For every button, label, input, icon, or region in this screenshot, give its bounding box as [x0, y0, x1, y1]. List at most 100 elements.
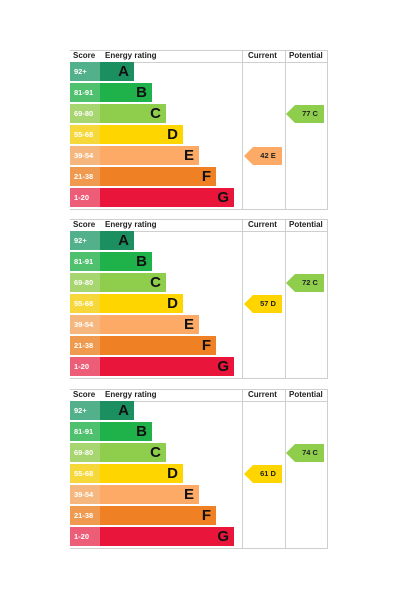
current-arrow-fill [244, 147, 282, 165]
epc-chart: Score Energy rating Current Potential 92+ A 81… [70, 389, 328, 549]
right-border [327, 389, 328, 549]
score-range: 21-38 [70, 167, 100, 186]
current-rating-arrow: 42 E [244, 147, 282, 165]
score-range: 69-80 [70, 443, 100, 462]
band-letter: D [167, 126, 178, 143]
band-letter: G [217, 358, 229, 375]
score-range: 69-80 [70, 104, 100, 123]
score-range: 69-80 [70, 273, 100, 292]
rating-bar-g: G [100, 527, 234, 546]
current-arrow-shape [244, 147, 282, 165]
score-range: 55-68 [70, 464, 100, 483]
right-border [327, 50, 328, 210]
score-range: 81-91 [70, 252, 100, 271]
current-column-divider [242, 50, 243, 210]
score-range: 92+ [70, 62, 100, 81]
bottom-border [70, 209, 328, 210]
potential-rating-arrow: 72 C [286, 274, 324, 292]
rating-bar-b: B [100, 422, 152, 441]
current-rating-label: 42 E [260, 151, 276, 160]
potential-arrow-fill [286, 444, 324, 462]
current-header: Current [248, 220, 277, 229]
potential-column-divider [285, 219, 286, 379]
potential-column-divider [285, 50, 286, 210]
potential-rating-arrow: 77 C [286, 105, 324, 123]
rating-bar-d: D [100, 125, 183, 144]
rating-bar-a: A [100, 62, 134, 81]
band-letter: D [167, 295, 178, 312]
rating-header: Energy rating [105, 51, 157, 60]
band-letter: G [217, 528, 229, 545]
rating-bar-g: G [100, 188, 234, 207]
band-letter: E [183, 486, 194, 503]
rating-bar-d: D [100, 294, 183, 313]
rating-bar-e: E [100, 315, 199, 334]
current-arrow-shape [244, 465, 282, 483]
rating-bar-a: A [100, 401, 134, 420]
band-letter: B [136, 253, 147, 270]
epc-chart: Score Energy rating Current Potential 92+ A 81… [70, 219, 328, 379]
potential-arrow-fill [286, 274, 324, 292]
rating-bar-e: E [100, 146, 199, 165]
potential-header: Potential [289, 390, 323, 399]
band-letter: F [201, 507, 211, 524]
rating-bar-b: B [100, 83, 152, 102]
rating-bar-a: A [100, 231, 134, 250]
rating-header: Energy rating [105, 220, 157, 229]
potential-header: Potential [289, 220, 323, 229]
current-header: Current [248, 390, 277, 399]
top-border [70, 50, 328, 51]
potential-header: Potential [289, 51, 323, 60]
band-letter: F [201, 168, 211, 185]
score-range: 81-91 [70, 422, 100, 441]
band-letter: C [150, 105, 161, 122]
rating-bar-f: F [100, 506, 216, 525]
band-letter: F [201, 337, 211, 354]
rating-bar-c: C [100, 273, 166, 292]
header-divider [70, 62, 328, 63]
band-letter: E [183, 147, 194, 164]
potential-arrow-shape [286, 105, 324, 123]
potential-rating-label: 74 C [302, 448, 318, 457]
band-letter: B [136, 84, 147, 101]
score-range: 55-68 [70, 294, 100, 313]
bottom-border [70, 378, 328, 379]
score-range: 81-91 [70, 83, 100, 102]
score-range: 1-20 [70, 527, 100, 546]
rating-bar-e: E [100, 485, 199, 504]
band-letter: C [150, 444, 161, 461]
score-header: Score [73, 390, 96, 399]
band-letter: A [118, 402, 129, 419]
score-range: 92+ [70, 231, 100, 250]
potential-rating-label: 72 C [302, 278, 318, 287]
potential-rating-arrow: 74 C [286, 444, 324, 462]
band-letter: A [118, 232, 129, 249]
potential-column-divider [285, 389, 286, 549]
current-arrow-fill [244, 295, 282, 313]
score-range: 55-68 [70, 125, 100, 144]
score-range: 92+ [70, 401, 100, 420]
current-rating-label: 61 D [260, 469, 276, 478]
current-arrow-shape [244, 295, 282, 313]
score-range: 39-54 [70, 485, 100, 504]
band-letter: A [118, 63, 129, 80]
score-range: 39-54 [70, 146, 100, 165]
top-border [70, 389, 328, 390]
band-letter: B [136, 423, 147, 440]
top-border [70, 219, 328, 220]
score-range: 21-38 [70, 336, 100, 355]
potential-arrow-shape [286, 444, 324, 462]
current-column-divider [242, 219, 243, 379]
right-border [327, 219, 328, 379]
current-rating-label: 57 D [260, 299, 276, 308]
score-range: 1-20 [70, 188, 100, 207]
rating-bar-b: B [100, 252, 152, 271]
band-letter: E [183, 316, 194, 333]
band-letter: C [150, 274, 161, 291]
potential-arrow-fill [286, 105, 324, 123]
rating-bar-f: F [100, 167, 216, 186]
band-letter: D [167, 465, 178, 482]
score-header: Score [73, 51, 96, 60]
header-divider [70, 231, 328, 232]
score-range: 1-20 [70, 357, 100, 376]
